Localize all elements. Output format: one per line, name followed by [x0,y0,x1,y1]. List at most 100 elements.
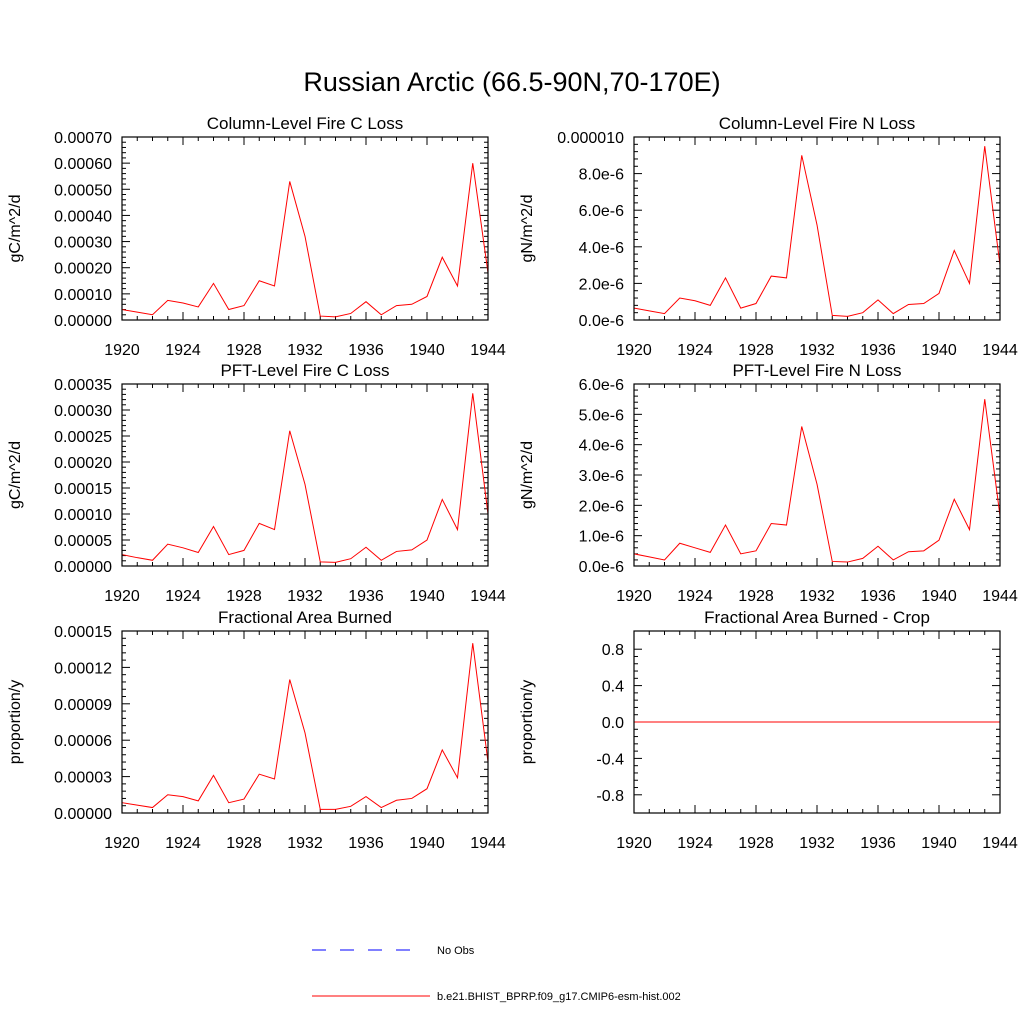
x-tick-label: 1936 [348,588,384,605]
x-tick-label: 1932 [287,835,323,852]
x-tick-label: 1920 [616,835,652,852]
y-tick-label: 0.8 [602,642,624,659]
x-tick-label: 1932 [799,835,835,852]
plot-frame [121,383,489,567]
x-tick-label: 1928 [226,588,262,605]
x-tick-label: 1940 [409,835,445,852]
x-tick-label: 1924 [677,588,713,605]
y-tick-label: 0.00030 [54,235,112,252]
y-axis-label: proportion/y [519,680,536,765]
y-tick-label: 0.00010 [54,507,112,524]
series-line [121,163,489,318]
x-tick-label: 1932 [799,588,835,605]
y-tick-label: 0.00025 [54,429,112,446]
panel-title: Column-Level Fire N Loss [719,114,916,133]
x-tick-label: 1924 [677,835,713,852]
y-axis-label: proportion/y [7,680,24,765]
y-tick-label: 0.00050 [54,182,112,199]
series-line [121,393,489,563]
chart-panel-5: 1920 1924 1928 1932 1936 1940 1944 0.00000 0.000… [7,608,506,852]
x-tick-label: 1940 [409,588,445,605]
y-axis-label: gN/m^2/d [519,441,536,509]
plot-frame [121,630,489,814]
x-tick-label: 1944 [470,342,506,359]
x-tick-label: 1936 [348,835,384,852]
y-tick-label: 0.00040 [54,208,112,225]
y-tick-label: -0.4 [596,751,624,768]
x-tick-label: 1944 [470,588,506,605]
y-tick-label: 0.00000 [54,559,112,576]
panel-title: Fractional Area Burned - Crop [704,608,930,627]
plot-frame [633,136,1001,321]
figure-title: Russian Arctic (66.5-90N,70-170E) [303,67,720,97]
y-tick-label: 1.0e-6 [579,529,624,546]
y-tick-label: 0.0 [602,715,624,732]
y-tick-label: 2.0e-6 [579,498,624,515]
y-tick-label: 0.4 [602,679,624,696]
legend: No Obs b.e21.BHIST_BPRP.f09_g17.CMIP6-es… [312,945,681,1003]
x-tick-label: 1944 [470,835,506,852]
y-tick-label: 6.0e-6 [579,203,624,220]
y-tick-label: 0.00030 [54,403,112,420]
x-tick-label: 1940 [921,342,957,359]
y-tick-label: 4.0e-6 [579,240,624,257]
y-tick-label: 0.00003 [54,770,112,787]
x-tick-label: 1932 [287,342,323,359]
y-tick-label: 0.00005 [54,533,112,550]
chart-panel-3: 1920 1924 1928 1932 1936 1940 1944 0.00000 0.000… [7,361,506,605]
x-tick-label: 1928 [738,588,774,605]
panel-title: Fractional Area Burned [218,608,392,627]
y-tick-label: 0.00060 [54,156,112,173]
x-tick-label: 1932 [799,342,835,359]
x-tick-label: 1932 [287,588,323,605]
x-tick-label: 1920 [104,588,140,605]
y-tick-label: 0.00006 [54,733,112,750]
panel-title: PFT-Level Fire N Loss [732,361,901,380]
x-tick-label: 1936 [348,342,384,359]
y-tick-label: 0.00015 [54,624,112,641]
y-axis-label: gN/m^2/d [519,195,536,263]
x-tick-label: 1928 [738,835,774,852]
x-tick-label: 1944 [982,835,1018,852]
y-tick-label: 2.0e-6 [579,276,624,293]
plot-frame [121,136,489,321]
y-axis-label: gC/m^2/d [7,441,24,509]
y-tick-label: 0.00000 [54,806,112,823]
y-tick-label: 0.00000 [54,313,112,330]
x-tick-label: 1920 [616,588,652,605]
legend-model-label: b.e21.BHIST_BPRP.f09_g17.CMIP6-esm-hist.… [437,991,681,1003]
chart-panel-2: 1920 1924 1928 1932 1936 1940 1944 0.0e-6 2.0e-6… [519,114,1018,359]
x-tick-label: 1928 [226,342,262,359]
x-tick-label: 1928 [226,835,262,852]
series-line [121,643,489,810]
x-tick-label: 1944 [982,342,1018,359]
y-tick-label: 3.0e-6 [579,468,624,485]
y-tick-label: 0.00009 [54,697,112,714]
x-tick-label: 1924 [677,342,713,359]
x-tick-label: 1940 [921,588,957,605]
y-tick-label: 0.00070 [54,130,112,147]
chart-panel-4: 1920 1924 1928 1932 1936 1940 1944 0.0e-6 1.0e-6… [519,361,1018,605]
y-tick-label: 8.0e-6 [579,167,624,184]
x-tick-label: 1940 [921,835,957,852]
y-tick-label: 0.0e-6 [579,313,624,330]
y-axis-label: gC/m^2/d [7,195,24,263]
x-tick-label: 1924 [165,588,201,605]
y-tick-label: 0.00015 [54,481,112,498]
x-tick-label: 1940 [409,342,445,359]
x-tick-label: 1936 [860,342,896,359]
y-tick-label: 0.00020 [54,455,112,472]
panel-title: Column-Level Fire C Loss [207,114,404,133]
chart-panels: 1920 1924 1928 1932 1936 1940 1944 0.00000 0.000… [7,114,1018,852]
x-tick-label: 1944 [982,588,1018,605]
panel-title: PFT-Level Fire C Loss [220,361,389,380]
y-tick-label: 0.0e-6 [579,559,624,576]
series-line [633,146,1001,317]
y-tick-label: 0.00010 [54,287,112,304]
y-tick-label: 0.000010 [557,130,624,147]
x-tick-label: 1920 [616,342,652,359]
x-tick-label: 1936 [860,588,896,605]
y-tick-label: 4.0e-6 [579,438,624,455]
y-tick-label: 6.0e-6 [579,377,624,394]
